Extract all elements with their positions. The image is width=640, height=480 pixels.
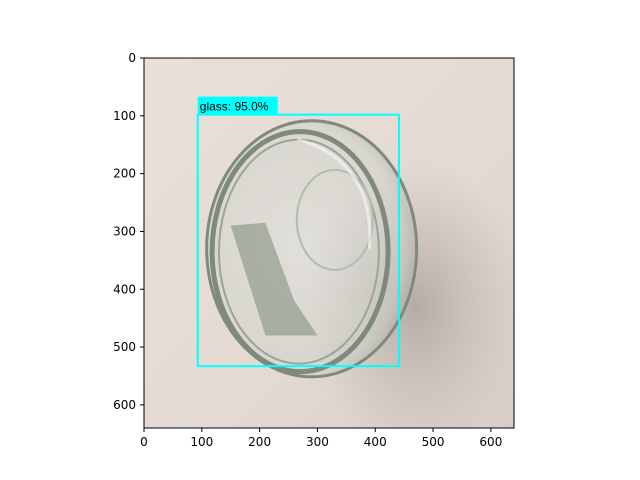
detection-box (196, 113, 400, 368)
jar-rim-outer (209, 129, 391, 375)
y-tick-label: 300 (113, 224, 136, 238)
y-tick-label: 100 (113, 109, 136, 123)
x-tick-label: 0 (140, 435, 148, 449)
jar-reflection (230, 222, 318, 336)
x-tick-label: 600 (479, 435, 502, 449)
x-tick-label: 500 (422, 435, 445, 449)
y-tick-label: 500 (113, 340, 136, 354)
x-tick-label: 200 (248, 435, 271, 449)
detection: glass: 95.0% (196, 96, 400, 368)
y-tick-label: 400 (113, 282, 136, 296)
y-tick-label: 600 (113, 398, 136, 412)
detection-label-background (197, 96, 278, 115)
photo (144, 58, 514, 428)
x-tick-label: 100 (190, 435, 213, 449)
x-axis: 0 100 200 300 400 500 600 (140, 428, 502, 449)
y-axis: 0 100 200 300 400 500 600 (113, 51, 144, 412)
x-tick-label: 400 (364, 435, 387, 449)
y-tick-label: 0 (128, 51, 136, 65)
y-tick-label: 200 (113, 167, 136, 181)
jar-highlight (296, 137, 372, 249)
jar-bottom (295, 168, 374, 271)
glass-jar (205, 119, 419, 379)
x-tick-label: 300 (306, 435, 329, 449)
axes-frame (143, 57, 515, 429)
detection-label: glass: 95.0% (200, 100, 269, 114)
